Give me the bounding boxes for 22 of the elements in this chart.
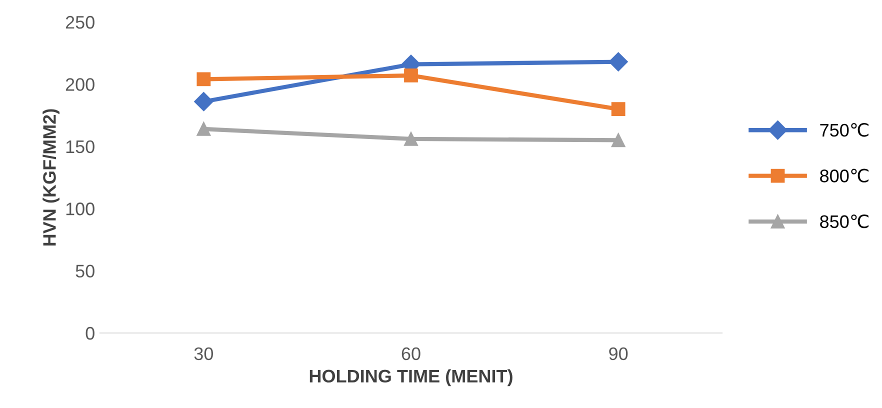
y-tick-label: 150 [66,140,94,154]
y-tick-label: 200 [66,78,94,91]
legend-label: 800℃ [820,168,868,182]
x-tick-label: 90 [609,347,628,360]
point [611,102,626,116]
x-tick-label: 30 [194,347,214,360]
point [608,52,628,72]
y-tick-label: 250 [66,16,94,29]
point [196,72,211,86]
y-tick-label: 50 [76,264,94,278]
point [196,122,211,136]
legend-label: 750℃ [820,123,868,137]
x-axis-title: HOLDING TIME (MENIT) [310,369,512,386]
y-axis-title: HVN (KGF/MM2) [42,109,60,246]
point [404,68,418,82]
x-tick-label: 60 [402,347,420,360]
point [611,133,626,148]
y-tick-label: 100 [66,202,94,216]
y-tick-label: 0 [86,326,94,340]
point [194,92,214,112]
point [404,132,418,146]
legend-label: 850℃ [820,214,868,228]
